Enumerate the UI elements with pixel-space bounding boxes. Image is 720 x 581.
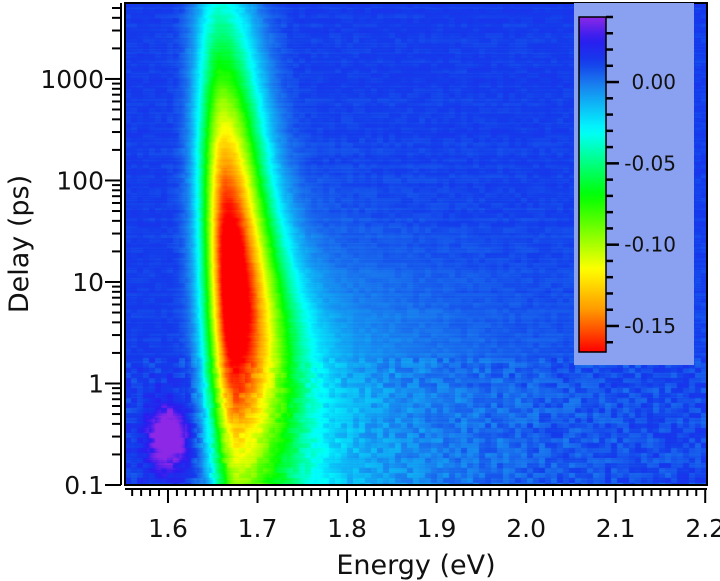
y-tick-label: 0.1 (64, 471, 104, 500)
y-tick-label: 100 (56, 166, 104, 195)
y-tick-label: 1000 (40, 65, 104, 94)
x-tick-label: 2.2 (685, 514, 720, 543)
plot-frame (124, 2, 708, 486)
x-tick-label: 1.7 (238, 514, 278, 543)
x-tick-label: 2.0 (506, 514, 546, 543)
colorbar-tick-label: -0.10 (624, 233, 676, 257)
y-tick-label: 10 (72, 268, 104, 297)
x-tick-label: 1.9 (417, 514, 457, 543)
colorbar (578, 16, 607, 353)
x-tick-label: 1.8 (327, 514, 367, 543)
x-tick-label: 2.1 (596, 514, 636, 543)
x-tick-label: 1.6 (148, 514, 188, 543)
y-axis-label: Delay (ps) (4, 175, 35, 313)
colorbar-tick-label: -0.05 (624, 151, 676, 175)
y-tick-label: 1 (88, 369, 104, 398)
x-axis-label: Energy (eV) (336, 550, 495, 581)
colorbar-tick-label: -0.15 (624, 314, 676, 338)
colorbar-tick-label: 0.00 (631, 70, 676, 94)
